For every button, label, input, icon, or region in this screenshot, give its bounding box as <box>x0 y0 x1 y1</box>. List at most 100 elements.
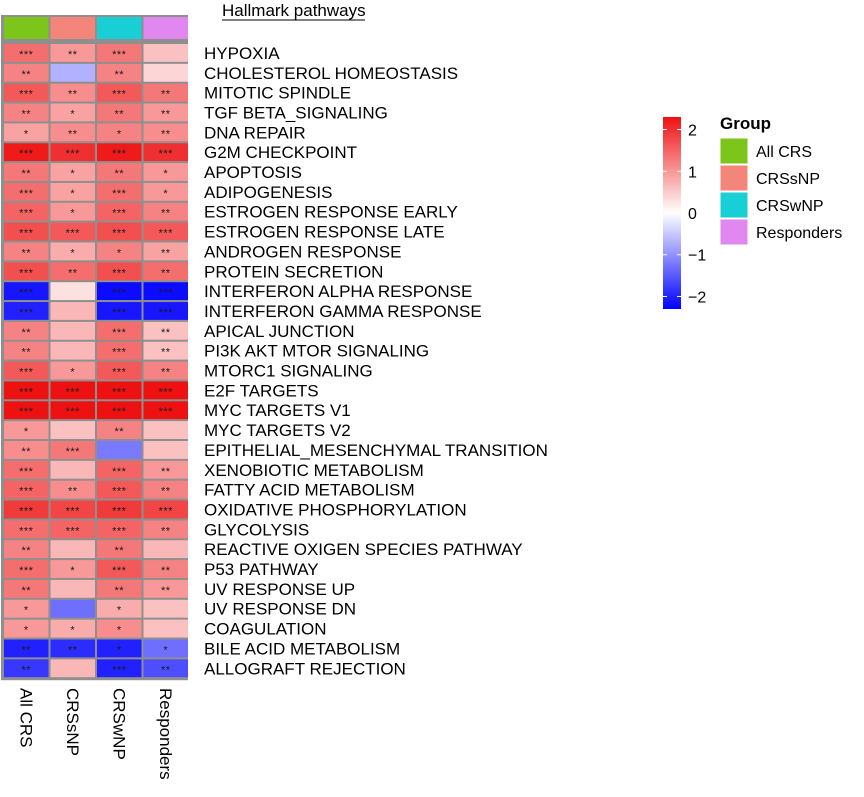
heatmap-cell <box>4 341 49 360</box>
heatmap-cell <box>50 242 95 261</box>
column-label: Responders <box>156 688 175 780</box>
significance-label: *** <box>112 287 127 299</box>
significance-label: *** <box>19 466 34 478</box>
heatmap-cell <box>4 599 49 618</box>
heatmap-cell <box>143 262 188 281</box>
significance-label: *** <box>112 148 127 160</box>
heatmap-cell <box>97 401 142 420</box>
row-label: MITOTIC SPINDLE <box>204 84 351 103</box>
heatmap-cell <box>143 639 188 658</box>
row-label: INTERFERON ALPHA RESPONSE <box>204 282 472 301</box>
row-label: APOPTOSIS <box>204 163 302 182</box>
heatmap-cell <box>4 262 49 281</box>
row-label: UV RESPONSE DN <box>204 600 356 619</box>
heatmap-cell <box>50 44 95 62</box>
significance-label: ** <box>161 108 171 120</box>
significance-label: *** <box>159 505 174 517</box>
significance-label: *** <box>19 565 34 577</box>
significance-label: * <box>70 247 75 259</box>
row-label: UV RESPONSE UP <box>204 580 355 599</box>
heatmap-cell <box>97 321 142 340</box>
heatmap-cell <box>143 421 188 439</box>
significance-label: * <box>163 168 168 180</box>
heatmap-cell <box>97 83 142 102</box>
heatmap-cell <box>50 321 95 340</box>
significance-label: ** <box>21 664 31 676</box>
significance-label: *** <box>112 486 127 498</box>
heatmap-cell <box>97 381 142 400</box>
heatmap-cell <box>50 401 95 420</box>
heatmap-cell <box>50 341 95 360</box>
heatmap-cell <box>4 123 49 142</box>
row-label: HYPOXIA <box>204 44 280 63</box>
column-labels: All CRS CRSsNP CRSwNP Responders <box>16 688 175 780</box>
significance-label: ** <box>21 347 31 359</box>
group-annotation-cell <box>143 17 188 39</box>
significance-label: *** <box>19 148 34 160</box>
group-annotation-cell <box>50 17 95 39</box>
significance-label: ** <box>161 128 171 140</box>
heatmap-cell <box>143 182 188 201</box>
row-label: ESTROGEN RESPONSE LATE <box>204 223 445 242</box>
significance-label: ** <box>21 69 31 81</box>
significance-label: ** <box>68 128 78 140</box>
significance-label: ** <box>68 49 78 61</box>
heatmap-cell <box>4 381 49 400</box>
column-label: All CRS <box>16 688 35 748</box>
row-label: PI3K AKT MTOR SIGNALING <box>204 342 429 361</box>
heatmap-cell <box>97 540 142 559</box>
heatmap-cell <box>4 302 49 320</box>
significance-label: *** <box>19 486 34 498</box>
heatmap-cells: *** ** ***** ***** ** *** **** * ** *** ** * ***** **… <box>1 41 188 681</box>
significance-label: ** <box>21 327 31 339</box>
heatmap-cell <box>97 480 142 499</box>
heatmap-cell <box>50 599 95 618</box>
heatmap-cell <box>97 460 142 479</box>
heatmap-cell <box>4 143 49 162</box>
significance-label: ** <box>161 466 171 478</box>
significance-label: *** <box>66 386 81 398</box>
significance-label: ** <box>114 585 124 597</box>
heatmap-cell <box>97 639 142 658</box>
significance-label: *** <box>19 367 34 379</box>
significance-label: *** <box>112 367 127 379</box>
heatmap-cell <box>4 520 49 539</box>
heatmap-cell <box>97 341 142 360</box>
heatmap-cell <box>97 222 142 241</box>
heatmap-cell <box>50 262 95 281</box>
significance-label: *** <box>19 287 34 299</box>
heatmap-cell <box>143 619 188 638</box>
significance-label: * <box>117 128 122 140</box>
row-label: MYC TARGETS V2 <box>204 421 351 440</box>
significance-label: *** <box>19 505 34 517</box>
heatmap-cell <box>143 500 188 519</box>
row-label: G2M CHECKPOINT <box>204 143 357 162</box>
significance-label: ** <box>161 208 171 220</box>
heatmap-cell <box>50 560 95 578</box>
significance-label: *** <box>19 267 34 279</box>
heatmap-cell <box>4 639 49 658</box>
heatmap-cell <box>4 83 49 102</box>
heatmap-cell <box>4 421 49 439</box>
heatmap-cell <box>97 103 142 122</box>
significance-label: *** <box>19 307 34 319</box>
significance-label: ** <box>68 267 78 279</box>
heatmap-cell <box>50 639 95 658</box>
heatmap-cell <box>143 560 188 578</box>
row-label: REACTIVE OXIGEN SPECIES PATHWAY <box>204 540 523 559</box>
scale-tick-label: 1 <box>688 164 697 181</box>
significance-label: *** <box>112 664 127 676</box>
heatmap-cell <box>97 599 142 618</box>
heatmap-cell <box>143 302 188 320</box>
significance-label: * <box>117 625 122 637</box>
significance-label: ** <box>161 327 171 339</box>
heatmap-cell <box>143 163 188 181</box>
significance-label: * <box>163 644 168 656</box>
row-label: CHOLESTEROL HOMEOSTASIS <box>204 64 458 83</box>
heatmap-cell <box>97 242 142 261</box>
legend-swatch <box>719 191 749 219</box>
heatmap-cell <box>97 44 142 62</box>
heatmap-cell <box>143 123 188 142</box>
significance-label: * <box>70 168 75 180</box>
heatmap-cell <box>143 659 188 678</box>
